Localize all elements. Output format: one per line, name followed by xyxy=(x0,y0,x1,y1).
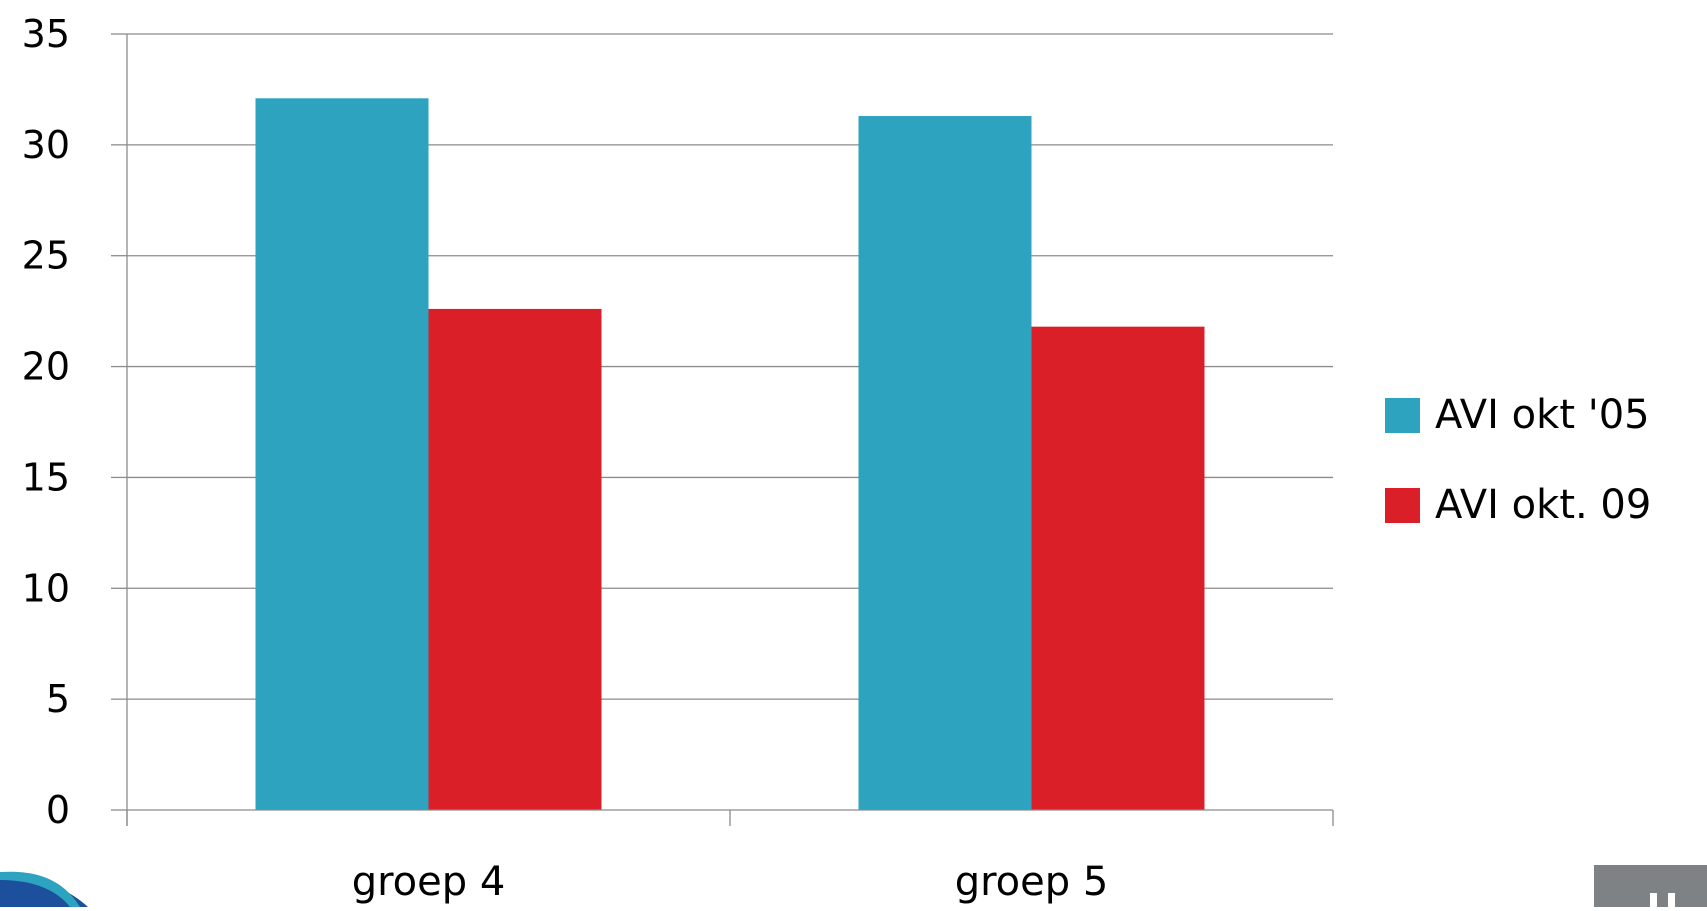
y-tick-label: 30 xyxy=(22,123,70,167)
axes xyxy=(126,34,1334,826)
x-tick-label: groep 5 xyxy=(955,859,1109,905)
y-tick-label: 15 xyxy=(22,455,70,499)
y-tick-label: 5 xyxy=(46,677,70,721)
bar xyxy=(428,308,602,810)
y-tick-label: 35 xyxy=(22,12,70,56)
legend-swatch xyxy=(1385,398,1420,433)
bar xyxy=(1031,326,1205,810)
slide-corner-swoosh xyxy=(0,871,88,907)
y-axis-tick-labels: 0 5 10 15 20 25 30 35 xyxy=(22,12,70,832)
y-tick-label: 20 xyxy=(22,345,70,389)
legend: AVI okt '05 AVI okt. 09 xyxy=(1385,392,1651,528)
legend-label: AVI okt '05 xyxy=(1435,392,1650,438)
bar xyxy=(858,116,1032,810)
x-axis-tick-labels: groep 4 groep 5 xyxy=(352,859,1109,905)
bar xyxy=(255,98,429,811)
y-tick-label: 25 xyxy=(22,234,70,278)
bars xyxy=(255,98,1205,811)
y-tick-label: 0 xyxy=(46,788,70,832)
x-tick-label: groep 4 xyxy=(352,859,506,905)
legend-label: AVI okt. 09 xyxy=(1435,482,1651,528)
y-tick-label: 10 xyxy=(22,566,70,610)
legend-swatch xyxy=(1385,488,1420,523)
slide-corner-block xyxy=(1594,865,1707,907)
